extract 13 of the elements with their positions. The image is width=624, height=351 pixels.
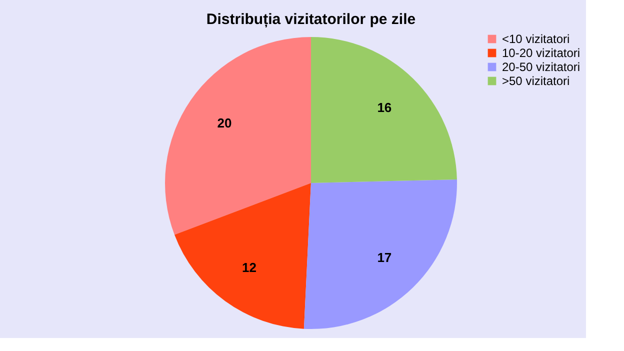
data-label: 16 — [377, 100, 392, 115]
pie-slice — [304, 179, 457, 329]
pie-slice — [311, 37, 457, 183]
legend-label: >50 vizitatori — [502, 74, 570, 88]
data-label: 17 — [377, 250, 392, 266]
data-label: 12 — [242, 260, 256, 276]
legend-label: 20-50 vizitatori — [502, 60, 580, 74]
pie-slice — [165, 37, 311, 235]
legend-label: <10 vizitatori — [502, 32, 570, 46]
data-label: 20 — [217, 115, 232, 130]
chart-title: Distribuția vizitatorilor pe zile — [206, 11, 416, 28]
pie-slice — [174, 183, 311, 329]
legend-label: 10-20 vizitatori — [502, 46, 580, 60]
